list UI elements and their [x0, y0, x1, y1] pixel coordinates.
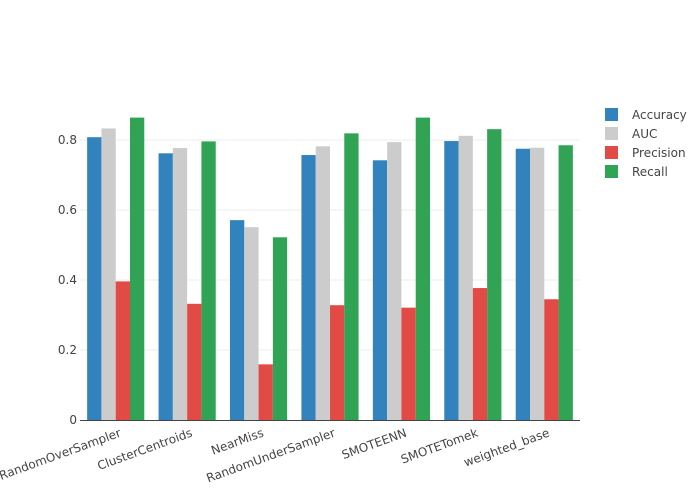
legend-label: AUC	[632, 127, 657, 141]
bar-auc-randomoversampler[interactable]	[101, 128, 116, 420]
legend-swatch	[605, 146, 618, 159]
bar-auc-randomundersampler[interactable]	[315, 146, 330, 421]
bar-accuracy-randomundersampler[interactable]	[301, 155, 316, 421]
bar-accuracy-nearmiss[interactable]	[230, 220, 245, 420]
y-tick-label: 0.8	[58, 133, 77, 147]
bar-accuracy-weighted_base[interactable]	[515, 148, 530, 420]
bar-recall-randomoversampler[interactable]	[130, 117, 145, 420]
bar-precision-randomoversampler[interactable]	[115, 281, 130, 420]
bar-recall-randomundersampler[interactable]	[344, 133, 359, 420]
bar-accuracy-randomoversampler[interactable]	[87, 137, 102, 420]
bar-auc-smoteenn[interactable]	[387, 142, 402, 420]
x-tick-label: SMOTEENN	[340, 426, 409, 462]
legend-label: Recall	[632, 165, 668, 179]
y-tick-label: 0.6	[58, 203, 77, 217]
legend-swatch	[605, 127, 618, 140]
legend-item-auc[interactable]: AUC	[605, 127, 657, 141]
bar-auc-clustercentroids[interactable]	[172, 148, 188, 421]
bar-auc-smotetomek[interactable]	[458, 135, 473, 421]
bar-precision-weighted_base[interactable]	[544, 299, 559, 420]
bar-precision-clustercentroids[interactable]	[187, 303, 202, 420]
legend-item-accuracy[interactable]: Accuracy	[605, 108, 687, 122]
bar-auc-weighted_base[interactable]	[530, 147, 545, 420]
bar-precision-smotetomek[interactable]	[472, 288, 488, 420]
bar-accuracy-smoteenn[interactable]	[372, 160, 388, 421]
bar-precision-smoteenn[interactable]	[401, 307, 416, 420]
legend-item-precision[interactable]: Precision	[605, 146, 686, 160]
legend[interactable]: Accuracy AUC Precision Recall	[605, 108, 687, 179]
legend-swatch	[605, 108, 618, 121]
bar-recall-weighted_base[interactable]	[558, 145, 573, 420]
legend-label: Accuracy	[632, 108, 687, 122]
y-tick-label: 0.2	[58, 343, 77, 357]
bar-recall-smoteenn[interactable]	[415, 117, 430, 420]
bar-recall-nearmiss[interactable]	[272, 237, 288, 420]
bar-accuracy-clustercentroids[interactable]	[158, 153, 173, 421]
bar-precision-nearmiss[interactable]	[258, 364, 273, 420]
bar-recall-clustercentroids[interactable]	[201, 141, 216, 420]
y-axis-tick-labels: 0 0.2 0.4 0.6 0.8	[58, 133, 77, 427]
x-tick-label: RandomUnderSampler	[204, 426, 337, 486]
bar-accuracy-smotetomek[interactable]	[444, 141, 459, 421]
bar-precision-randomundersampler[interactable]	[330, 305, 345, 420]
y-tick-label: 0	[69, 413, 77, 427]
bars	[87, 117, 573, 421]
bar-auc-nearmiss[interactable]	[244, 227, 259, 420]
x-tick-label: RandomOverSampler	[0, 426, 123, 483]
bar-recall-smotetomek[interactable]	[487, 129, 502, 420]
legend-swatch	[605, 165, 618, 178]
legend-item-recall[interactable]: Recall	[605, 165, 668, 179]
y-tick-label: 0.4	[58, 273, 77, 287]
legend-label: Precision	[632, 146, 686, 160]
